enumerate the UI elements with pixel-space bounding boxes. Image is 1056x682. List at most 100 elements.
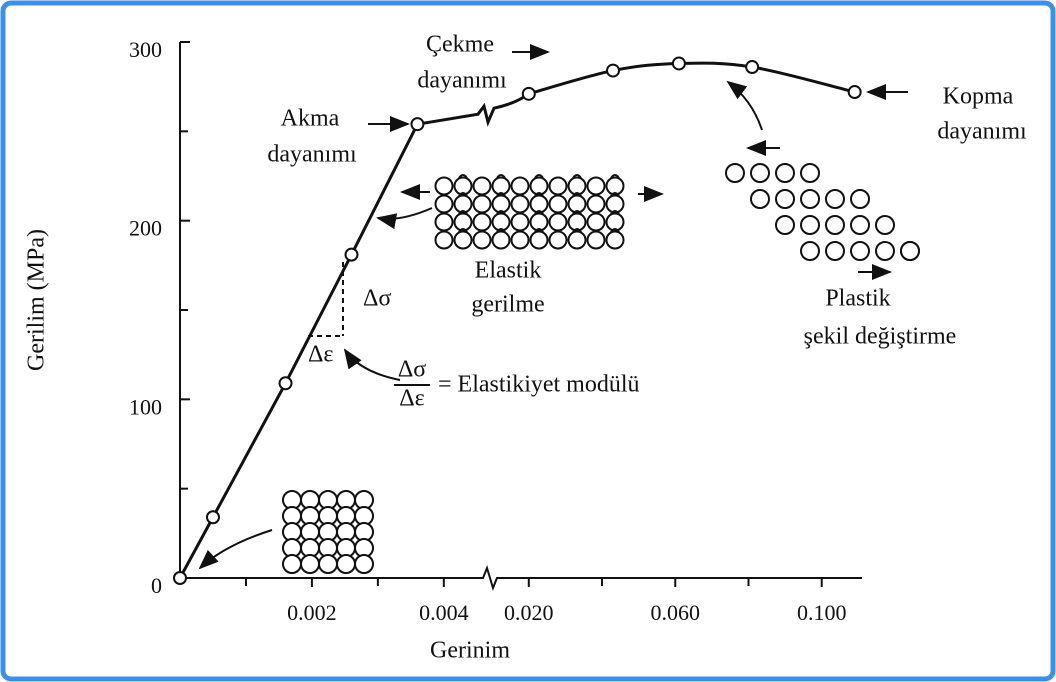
annotation: = Elastikiyet modülü: [438, 372, 640, 398]
atom: [512, 232, 529, 249]
atom: [455, 196, 472, 213]
atom: [531, 178, 548, 195]
annotation: dayanımı: [937, 119, 1027, 145]
atom: [550, 196, 567, 213]
annotation: Elastik: [475, 258, 542, 284]
atom: [455, 178, 472, 195]
atom: [436, 178, 453, 195]
atom: [776, 216, 794, 234]
atom: [550, 214, 567, 231]
data-point: [174, 572, 186, 584]
x-axis-title: Gerinim: [430, 638, 510, 664]
atom: [531, 196, 548, 213]
atom: [751, 190, 769, 208]
data-point: [207, 511, 219, 523]
atom: [493, 178, 510, 195]
atom: [550, 232, 567, 249]
data-point: [673, 57, 685, 69]
atom: [851, 242, 869, 260]
atom: [512, 214, 529, 231]
x-tick-label: 0.002: [287, 600, 337, 625]
atom: [455, 214, 472, 231]
annotation: Δε: [308, 342, 334, 368]
atom: [826, 216, 844, 234]
atom: [569, 178, 586, 195]
atom: [588, 214, 605, 231]
atom: [776, 190, 794, 208]
data-point: [607, 65, 619, 77]
data-point: [746, 61, 758, 73]
atom: [301, 555, 319, 573]
annotation: Kopma: [943, 84, 1014, 110]
atom: [493, 214, 510, 231]
atom: [901, 242, 919, 260]
y-axis-title: Gerilim (MPa): [24, 229, 50, 371]
atom: [436, 232, 453, 249]
data-point: [345, 249, 357, 261]
atom: [607, 232, 624, 249]
atom: [512, 196, 529, 213]
atom: [493, 196, 510, 213]
annotation: Plastik: [825, 286, 890, 312]
atom: [569, 214, 586, 231]
y-tick-label: 300: [129, 37, 162, 62]
atom: [801, 216, 819, 234]
atom: [607, 196, 624, 213]
atom: [801, 190, 819, 208]
atom: [826, 190, 844, 208]
atom: [851, 190, 869, 208]
atom: [588, 178, 605, 195]
atom: [607, 214, 624, 231]
atom: [355, 555, 373, 573]
x-tick-label: 0.100: [797, 600, 847, 625]
x-tick-label: 0.004: [419, 600, 469, 625]
atom: [726, 164, 744, 182]
atom: [876, 216, 894, 234]
atom: [801, 164, 819, 182]
atom: [607, 178, 624, 195]
x-tick-label: 0.020: [504, 600, 554, 625]
atom: [493, 232, 510, 249]
atom: [751, 164, 769, 182]
atom: [436, 214, 453, 231]
atom: [876, 242, 894, 260]
atom: [531, 232, 548, 249]
atom: [851, 216, 869, 234]
atom: [588, 196, 605, 213]
data-point: [411, 118, 423, 130]
annotation: Akma: [281, 106, 340, 132]
atom: [512, 178, 529, 195]
data-point: [280, 377, 292, 389]
y-tick-label: 200: [129, 216, 162, 241]
atom: [283, 555, 301, 573]
atom: [474, 232, 491, 249]
annotation: Çekme: [426, 32, 494, 58]
atom: [531, 214, 548, 231]
annotation: dayanımı: [417, 68, 507, 94]
annotation: şekil değiştirme: [804, 324, 957, 350]
annotation: dayanımı: [267, 142, 357, 168]
annotation: Δε: [399, 386, 425, 412]
atom: [569, 232, 586, 249]
atom: [337, 555, 355, 573]
atom: [776, 164, 794, 182]
atom: [474, 214, 491, 231]
atom: [801, 242, 819, 260]
annotation: Δσ: [363, 286, 391, 312]
atom: [474, 178, 491, 195]
atom: [588, 232, 605, 249]
atom: [474, 196, 491, 213]
atom: [550, 178, 567, 195]
data-point: [523, 88, 535, 100]
atom: [826, 242, 844, 260]
y-tick-label: 0: [151, 573, 162, 598]
atom: [569, 196, 586, 213]
chart: Gerilim (MPa) Gerinim Çekme dayanımı Akm…: [0, 0, 1056, 682]
atom: [455, 232, 472, 249]
annotation: gerilme: [471, 292, 544, 318]
x-tick-label: 0.060: [651, 600, 701, 625]
atom: [319, 555, 337, 573]
annotation: Δσ: [398, 357, 426, 383]
atom: [436, 196, 453, 213]
y-tick-label: 100: [129, 394, 162, 419]
